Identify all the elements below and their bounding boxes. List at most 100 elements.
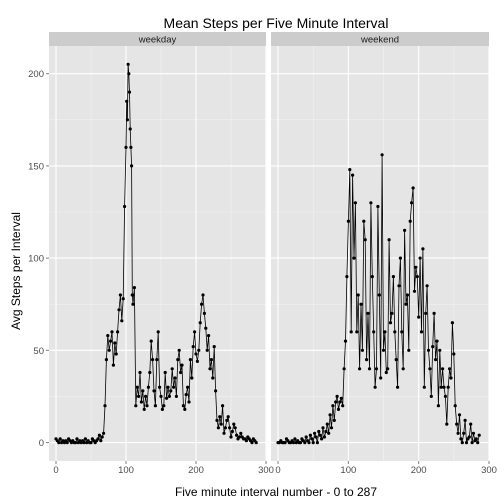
data-point-weekend (452, 352, 456, 356)
panels: 0 50 100 150 200 weekday 0 100 200 300 weekend 0 100… (28, 32, 497, 476)
data-point-weekend (455, 422, 459, 426)
data-point-weekday (230, 429, 234, 434)
data-point-weekday (176, 358, 180, 362)
data-point-weekday (107, 348, 111, 352)
data-point-weekend (398, 256, 402, 260)
data-point-weekend (307, 441, 311, 445)
data-point-weekend (298, 441, 303, 445)
data-point-weekday (195, 359, 199, 363)
data-point-weekday (82, 441, 86, 445)
data-point-weekday (239, 431, 243, 435)
x-tick-label-3: 300 (481, 465, 497, 476)
data-point-weekday (237, 435, 241, 439)
data-point-weekend (341, 404, 345, 408)
data-point-weekday (187, 400, 191, 404)
data-point-weekend (351, 173, 355, 177)
data-point-weekday (170, 367, 174, 371)
data-point-weekend (403, 228, 407, 232)
data-point-weekday (89, 441, 93, 445)
data-point-weekend (387, 238, 391, 242)
data-point-weekend (431, 345, 435, 349)
data-point-weekday (219, 422, 223, 426)
data-point-weekday (99, 439, 103, 443)
data-point-weekend (450, 321, 454, 325)
data-point-weekday (228, 426, 232, 430)
data-point-weekday (223, 426, 227, 430)
data-point-weekend (386, 367, 390, 371)
data-point-weekend (417, 315, 421, 319)
data-point-weekday (205, 348, 209, 352)
data-point-weekday (103, 404, 107, 408)
data-point-weekday (97, 433, 101, 437)
data-point-weekend (308, 433, 312, 437)
data-point-weekend (324, 429, 328, 434)
data-point-weekend (397, 284, 401, 288)
data-point-weekend (367, 367, 372, 371)
data-point-weekend (414, 265, 418, 269)
data-point-weekend (310, 437, 314, 441)
panel-weekend: weekend 0 100 200 300 (271, 32, 497, 476)
panel-bg-weekend (271, 46, 489, 461)
data-point-weekday (190, 376, 194, 380)
data-point-weekday (102, 431, 106, 435)
data-point-weekend (391, 275, 395, 279)
y-tick-label-3: 150 (28, 161, 44, 172)
data-point-weekday (126, 62, 130, 66)
data-point-weekend (436, 404, 440, 408)
data-point-weekend (469, 422, 473, 426)
data-point-weekday (83, 437, 87, 441)
x-tick-label-1: 100 (340, 465, 356, 476)
data-point-weekday (204, 326, 208, 330)
panel-bg-weekday (49, 46, 266, 461)
data-point-weekday (197, 348, 201, 352)
data-point-weekday (113, 341, 117, 345)
data-point-weekday (138, 370, 142, 375)
strip-weekday (49, 32, 266, 46)
data-point-weekend (332, 418, 336, 422)
data-point-weekend (372, 330, 376, 334)
data-point-weekend (429, 394, 433, 398)
x-tick-label-1: 100 (118, 465, 134, 476)
data-point-weekday (201, 293, 205, 297)
data-point-weekend (412, 289, 417, 293)
data-point-weekday (127, 72, 131, 76)
data-point-weekday (144, 394, 148, 398)
data-point-weekday (129, 145, 133, 149)
data-point-weekday (110, 330, 114, 334)
data-point-weekend (353, 201, 357, 205)
data-point-weekend (459, 437, 463, 441)
data-point-weekend (474, 437, 478, 441)
data-point-weekend (318, 433, 322, 437)
data-point-weekday (132, 286, 136, 290)
data-point-weekend (470, 441, 474, 445)
data-point-weekend (291, 441, 296, 445)
data-point-weekday (212, 345, 216, 349)
data-point-weekday (226, 415, 230, 419)
data-point-weekend (448, 367, 452, 371)
data-point-weekday (254, 441, 258, 445)
data-point-weekend (426, 348, 431, 352)
data-point-weekday (225, 418, 229, 422)
data-point-weekday (233, 426, 237, 430)
x-tick-label-0: 0 (275, 465, 280, 476)
data-point-weekend (410, 201, 414, 205)
data-point-weekday (191, 345, 195, 349)
data-point-weekday (218, 415, 222, 419)
x-axis-title: Five minute interval number - 0 to 287 (175, 485, 377, 499)
chart-title: Mean Steps per Five Minute Interval (164, 15, 389, 31)
data-point-weekday (148, 370, 152, 375)
data-point-weekday (116, 330, 120, 334)
data-point-weekend (328, 413, 332, 417)
data-point-weekday (137, 394, 141, 398)
data-point-weekday (244, 439, 248, 443)
data-point-weekend (390, 311, 394, 315)
data-point-weekday (211, 376, 215, 380)
data-point-weekday (120, 319, 124, 323)
data-point-weekday (58, 437, 62, 441)
data-point-weekend (446, 385, 450, 389)
strip-label-weekend: weekend (360, 35, 399, 46)
data-point-weekday (117, 308, 121, 312)
data-point-weekend (369, 201, 373, 205)
data-point-weekday (111, 363, 115, 367)
data-point-weekday (114, 352, 118, 356)
